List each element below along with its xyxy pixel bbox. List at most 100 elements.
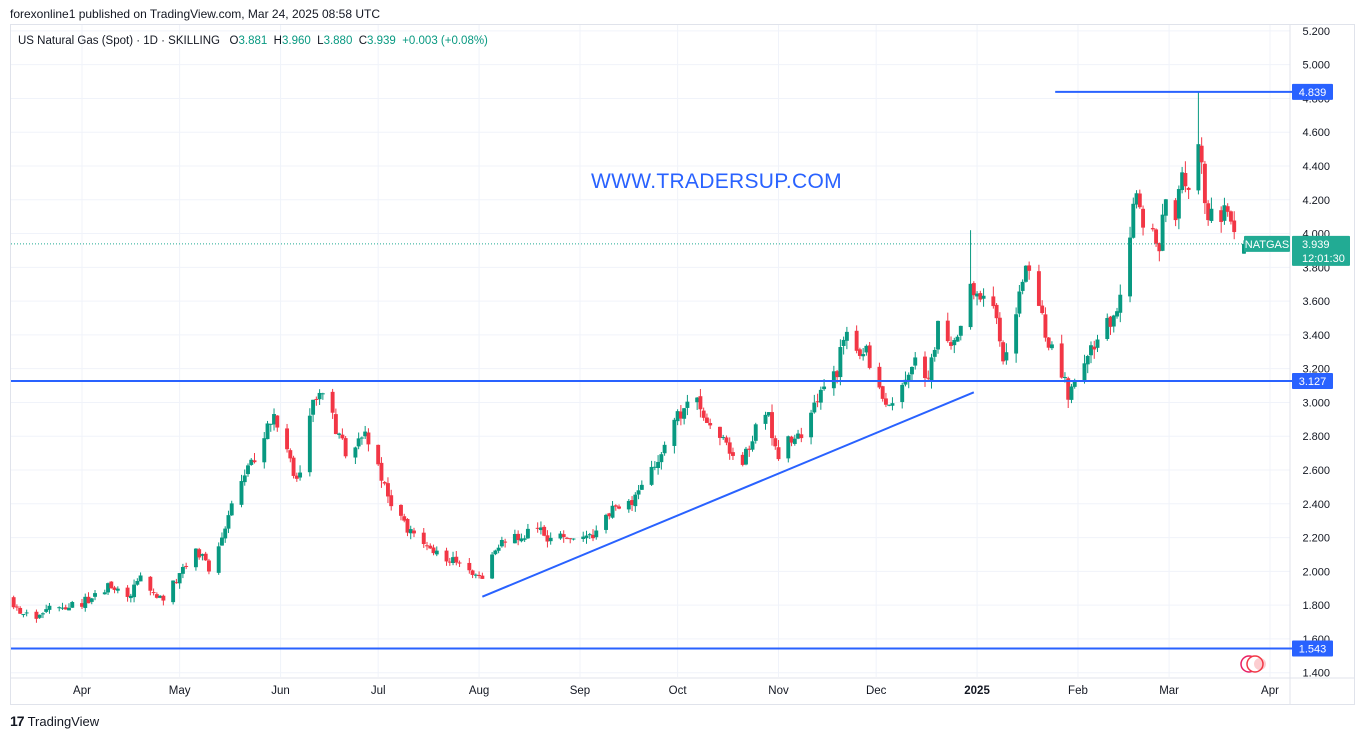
candle-body [698,396,703,410]
footer[interactable]: 17 TradingView [10,713,99,729]
candle-body [148,576,153,591]
candle-body [1242,243,1246,254]
candle-body [385,483,390,497]
candle-body [1027,265,1032,271]
candle-body [421,532,426,545]
y-tick-label: 2.000 [1302,566,1330,578]
y-tick-label: 2.800 [1302,431,1330,443]
candle-body [926,377,931,379]
x-tick-label: Sep [570,685,590,697]
candle-body [1219,210,1224,222]
candle-body [770,412,774,439]
candle-body [1004,352,1009,361]
candle-body [626,500,631,510]
candle-body [89,598,94,602]
candle-body [522,538,527,540]
candle-body [838,347,843,378]
y-tick-label: 3.400 [1302,330,1330,342]
candle-body [268,423,273,425]
candle-body [1141,208,1146,228]
candle-body [525,528,530,539]
candle-body [1092,346,1097,350]
candle-body [952,340,957,346]
candle-body [1108,316,1113,327]
candle-body [1228,211,1233,222]
candle-body [731,452,735,456]
candle-body [174,582,179,584]
y-tick-label: 1.800 [1302,600,1330,612]
candle-body [812,402,817,413]
symbol-legend[interactable]: US Natural Gas (Spot) · 1D · SKILLING O3… [18,35,488,47]
candle-body [37,614,42,618]
candle-body [776,447,781,460]
candle-body [594,530,599,538]
candle-body [200,554,205,556]
candle-body [1163,199,1168,216]
candle-body [1085,355,1090,365]
candle-body [477,574,482,576]
candle-body [975,293,980,297]
candle-body [1111,315,1116,327]
candle-body [399,504,403,516]
candle-body [499,539,504,547]
x-tick-label: Dec [866,685,887,697]
candle-body [1202,163,1207,204]
candle-body [1131,203,1136,238]
candle-body [1017,291,1022,314]
candle-body [457,562,462,564]
candle-body [34,611,39,619]
y-tick-label: 4.400 [1302,161,1330,173]
y-tick-label: 4.200 [1302,195,1330,207]
candle-body [519,538,524,542]
candle-body [220,537,224,546]
published-by-text: forexonline1 published on TradingView.co… [10,7,381,21]
event-flag-icon [1246,655,1264,673]
footer-brand: TradingView [27,713,100,729]
candle-body [1043,314,1048,338]
candle-body [799,434,804,439]
candle-body [1066,378,1071,400]
candle-body [717,426,722,438]
candle-body [444,550,449,562]
candle-body [1105,318,1110,339]
chart-frame [10,24,1355,705]
candle-body [333,414,338,435]
candle-body [584,535,589,539]
candle-body [1222,205,1227,221]
candle-body [314,398,319,400]
candle-body [604,514,608,530]
candle-body [796,433,801,439]
candle-body [340,434,345,439]
candle-body [682,408,687,419]
candle-body [835,371,840,378]
candle-body [206,560,211,572]
candle-body [161,595,166,601]
candle-body [558,533,563,539]
candle-body [708,423,713,426]
candle-body [57,607,62,609]
candle-body [83,596,88,608]
candle-body [1232,220,1237,233]
level-price-tag [1292,640,1333,657]
candle-body [545,535,550,542]
candle-body [913,357,918,366]
symbol-title: US Natural Gas (Spot) · 1D · SKILLING [18,35,220,47]
candle-body [1176,189,1181,219]
candle-body [727,442,732,454]
candle-body [356,438,361,447]
candle-body [877,366,882,388]
candle-body [1046,337,1051,348]
y-tick-label: 3.000 [1302,397,1330,409]
candle-body [242,475,247,483]
low-label: L [317,35,324,47]
candle-body [636,490,641,495]
candle-body [203,553,208,561]
candle-body [1154,229,1159,244]
candle-body [405,518,410,533]
candle-body [154,594,159,598]
candle-body [587,534,592,536]
candle-body [44,609,49,612]
x-tick-label: May [169,685,191,697]
candle-body [451,557,455,563]
